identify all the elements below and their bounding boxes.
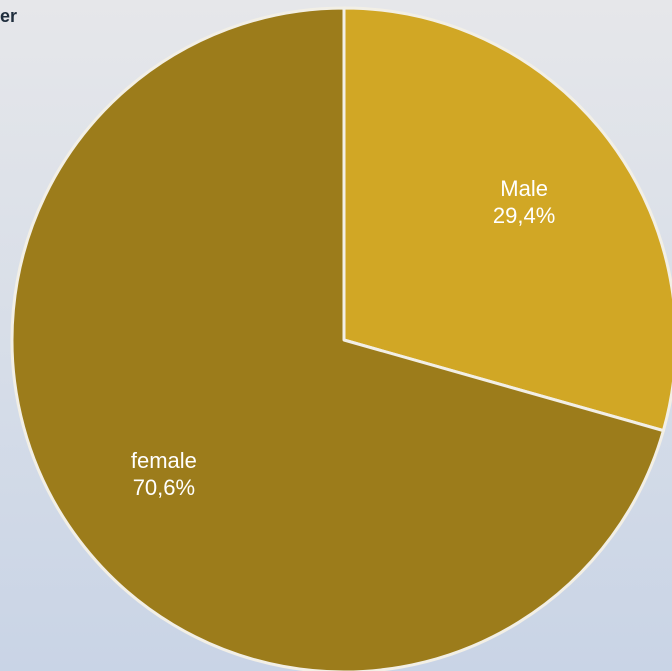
slice-value-female: 70,6%	[133, 475, 195, 500]
slice-label-female: female	[131, 448, 197, 473]
slice-value-male: 29,4%	[493, 203, 555, 228]
pie-slice-male	[342, 6, 672, 433]
pie-slices	[10, 6, 672, 671]
slice-label-male: Male	[500, 176, 548, 201]
pie-slice-female	[10, 6, 665, 671]
chart-title: er	[0, 6, 18, 26]
